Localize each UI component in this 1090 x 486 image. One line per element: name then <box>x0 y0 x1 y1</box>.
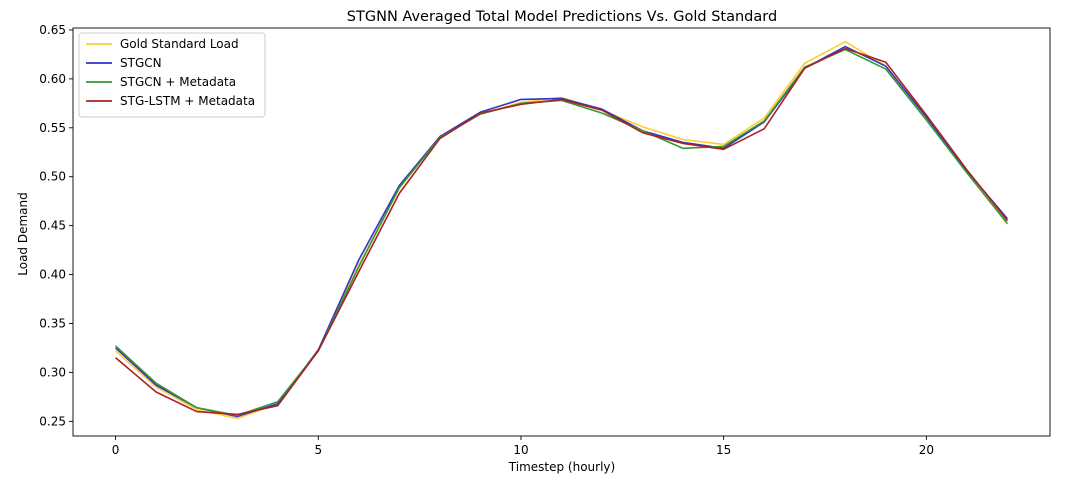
y-tick-label-8: 0.65 <box>39 23 66 37</box>
legend-box <box>78 32 266 118</box>
y-tick-label-1: 0.30 <box>39 365 66 379</box>
y-tick-label-4: 0.45 <box>39 219 66 233</box>
plot-frame <box>72 27 1051 437</box>
series-line-2 <box>115 48 1009 417</box>
x-tick-label-1: 5 <box>314 443 322 457</box>
y-tick-label-3: 0.40 <box>39 268 66 282</box>
y-tick-label-5: 0.50 <box>39 170 66 184</box>
plot-area: 0 5 10 15 20 0.25 0.30 0.35 0.40 0.45 0.50 0.55 0.60… <box>39 23 1051 457</box>
legend-label-1: STGCN <box>120 56 162 70</box>
x-axis-label: Timestep (hourly) <box>508 460 615 474</box>
y-tick-label-6: 0.55 <box>39 121 66 135</box>
x-tick-label-0: 0 <box>112 443 120 457</box>
chart-title: STGNN Averaged Total Model Predictions V… <box>347 9 777 25</box>
series-line-3 <box>115 47 1009 416</box>
x-tick-label-2: 10 <box>513 443 528 457</box>
x-tick-label-3: 15 <box>716 443 731 457</box>
legend: Gold Standard Load STGCN STGCN + Metadata S… <box>78 32 266 118</box>
y-tick-label-7: 0.60 <box>39 72 66 86</box>
legend-label-3: STG-LSTM + Metadata <box>120 94 255 108</box>
y-axis-label: Load Demand <box>16 192 30 276</box>
x-tick-label-4: 20 <box>919 443 934 457</box>
y-tick-label-0: 0.25 <box>39 414 66 428</box>
legend-label-2: STGCN + Metadata <box>120 75 236 89</box>
legend-label-0: Gold Standard Load <box>120 37 239 51</box>
y-tick-label-2: 0.35 <box>39 316 66 330</box>
